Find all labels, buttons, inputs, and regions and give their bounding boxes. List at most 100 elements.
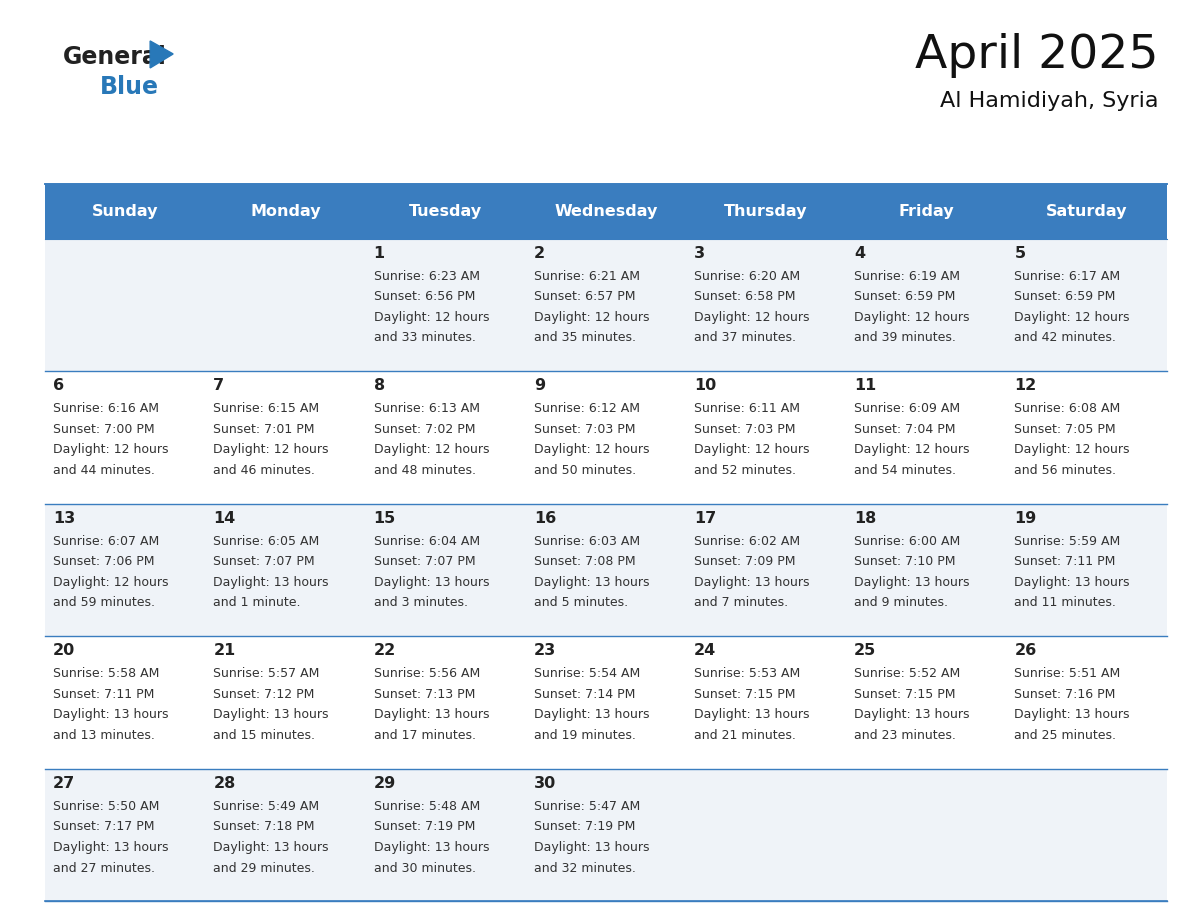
Text: and 13 minutes.: and 13 minutes. [53, 729, 154, 742]
Text: Sunset: 7:15 PM: Sunset: 7:15 PM [694, 688, 796, 701]
Text: 29: 29 [373, 776, 396, 791]
Text: 25: 25 [854, 644, 877, 658]
Text: Sunrise: 5:52 AM: Sunrise: 5:52 AM [854, 667, 960, 680]
Text: Tuesday: Tuesday [409, 204, 482, 218]
Text: Sunset: 7:12 PM: Sunset: 7:12 PM [214, 688, 315, 701]
Bar [846, 504, 1006, 636]
Text: Sunrise: 5:47 AM: Sunrise: 5:47 AM [533, 800, 640, 813]
Text: 11: 11 [854, 378, 877, 393]
Bar [846, 636, 1006, 769]
Text: and 29 minutes.: and 29 minutes. [214, 862, 315, 875]
Text: Daylight: 12 hours: Daylight: 12 hours [854, 443, 969, 456]
Text: Sunrise: 6:03 AM: Sunrise: 6:03 AM [533, 535, 640, 548]
Bar [685, 769, 846, 901]
Text: and 42 minutes.: and 42 minutes. [1015, 331, 1117, 344]
Text: 13: 13 [53, 510, 75, 526]
Text: and 39 minutes.: and 39 minutes. [854, 331, 956, 344]
Text: Daylight: 12 hours: Daylight: 12 hours [1015, 443, 1130, 456]
Text: Daylight: 12 hours: Daylight: 12 hours [53, 443, 169, 456]
Text: Monday: Monday [251, 204, 321, 218]
Text: and 9 minutes.: and 9 minutes. [854, 597, 948, 610]
Text: Daylight: 12 hours: Daylight: 12 hours [214, 443, 329, 456]
Bar [526, 769, 685, 901]
Text: 23: 23 [533, 644, 556, 658]
Bar [685, 504, 846, 636]
Bar [366, 371, 526, 504]
Text: Sunset: 7:05 PM: Sunset: 7:05 PM [1015, 423, 1116, 436]
Text: Sunset: 6:59 PM: Sunset: 6:59 PM [1015, 290, 1116, 303]
Text: 5: 5 [1015, 246, 1025, 261]
Text: Sunrise: 5:57 AM: Sunrise: 5:57 AM [214, 667, 320, 680]
Text: 27: 27 [53, 776, 75, 791]
Text: Sunrise: 6:19 AM: Sunrise: 6:19 AM [854, 270, 960, 283]
Text: Sunrise: 5:56 AM: Sunrise: 5:56 AM [373, 667, 480, 680]
Text: Daylight: 13 hours: Daylight: 13 hours [694, 576, 809, 588]
Bar [1006, 504, 1167, 636]
Text: Al Hamidiyah, Syria: Al Hamidiyah, Syria [940, 91, 1158, 111]
Text: Sunrise: 6:08 AM: Sunrise: 6:08 AM [1015, 402, 1120, 415]
Bar [846, 239, 1006, 371]
Text: 12: 12 [1015, 378, 1037, 393]
Text: 2: 2 [533, 246, 545, 261]
Text: and 54 minutes.: and 54 minutes. [854, 464, 956, 476]
Text: and 59 minutes.: and 59 minutes. [53, 597, 156, 610]
Text: General: General [63, 45, 168, 69]
Text: and 33 minutes.: and 33 minutes. [373, 331, 475, 344]
Text: Daylight: 12 hours: Daylight: 12 hours [1015, 311, 1130, 324]
Text: and 52 minutes.: and 52 minutes. [694, 464, 796, 476]
Text: Sunrise: 6:12 AM: Sunrise: 6:12 AM [533, 402, 640, 415]
Text: Sunset: 7:01 PM: Sunset: 7:01 PM [214, 423, 315, 436]
Text: Daylight: 13 hours: Daylight: 13 hours [1015, 709, 1130, 722]
Bar [366, 769, 526, 901]
Bar [45, 371, 206, 504]
Text: and 35 minutes.: and 35 minutes. [533, 331, 636, 344]
Bar [685, 636, 846, 769]
Bar [526, 184, 685, 239]
Text: and 32 minutes.: and 32 minutes. [533, 862, 636, 875]
Text: Daylight: 13 hours: Daylight: 13 hours [214, 841, 329, 854]
Text: and 7 minutes.: and 7 minutes. [694, 597, 788, 610]
Bar [846, 769, 1006, 901]
Text: and 15 minutes.: and 15 minutes. [214, 729, 315, 742]
Text: Sunset: 6:58 PM: Sunset: 6:58 PM [694, 290, 796, 303]
Text: 24: 24 [694, 644, 716, 658]
Bar [206, 239, 366, 371]
Text: Daylight: 13 hours: Daylight: 13 hours [373, 709, 489, 722]
Text: Sunrise: 6:13 AM: Sunrise: 6:13 AM [373, 402, 480, 415]
Text: Sunset: 6:56 PM: Sunset: 6:56 PM [373, 290, 475, 303]
Polygon shape [150, 41, 173, 68]
Text: Sunset: 7:07 PM: Sunset: 7:07 PM [373, 555, 475, 568]
Bar [526, 636, 685, 769]
Text: 30: 30 [533, 776, 556, 791]
Text: Daylight: 13 hours: Daylight: 13 hours [854, 576, 969, 588]
Text: Sunset: 7:16 PM: Sunset: 7:16 PM [1015, 688, 1116, 701]
Text: Daylight: 13 hours: Daylight: 13 hours [533, 576, 650, 588]
Text: Sunset: 7:02 PM: Sunset: 7:02 PM [373, 423, 475, 436]
Text: Sunset: 7:08 PM: Sunset: 7:08 PM [533, 555, 636, 568]
Text: and 11 minutes.: and 11 minutes. [1015, 597, 1117, 610]
Text: Sunset: 7:15 PM: Sunset: 7:15 PM [854, 688, 955, 701]
Text: Sunset: 7:19 PM: Sunset: 7:19 PM [533, 821, 636, 834]
Bar [1006, 239, 1167, 371]
Text: and 23 minutes.: and 23 minutes. [854, 729, 956, 742]
Text: Daylight: 13 hours: Daylight: 13 hours [53, 709, 169, 722]
Text: Sunrise: 5:50 AM: Sunrise: 5:50 AM [53, 800, 159, 813]
Bar [1006, 371, 1167, 504]
Text: Daylight: 13 hours: Daylight: 13 hours [373, 576, 489, 588]
Bar [45, 184, 206, 239]
Text: and 1 minute.: and 1 minute. [214, 597, 301, 610]
Bar [45, 769, 206, 901]
Text: and 27 minutes.: and 27 minutes. [53, 862, 156, 875]
Text: 3: 3 [694, 246, 706, 261]
Text: Sunset: 7:17 PM: Sunset: 7:17 PM [53, 821, 154, 834]
Bar [685, 371, 846, 504]
Text: 15: 15 [373, 510, 396, 526]
Text: Daylight: 13 hours: Daylight: 13 hours [694, 709, 809, 722]
Text: Daylight: 12 hours: Daylight: 12 hours [694, 443, 809, 456]
Text: Sunrise: 5:53 AM: Sunrise: 5:53 AM [694, 667, 801, 680]
Bar [45, 239, 206, 371]
Text: April 2025: April 2025 [915, 33, 1158, 78]
Text: Daylight: 13 hours: Daylight: 13 hours [854, 709, 969, 722]
Bar [1006, 769, 1167, 901]
Bar [1006, 184, 1167, 239]
